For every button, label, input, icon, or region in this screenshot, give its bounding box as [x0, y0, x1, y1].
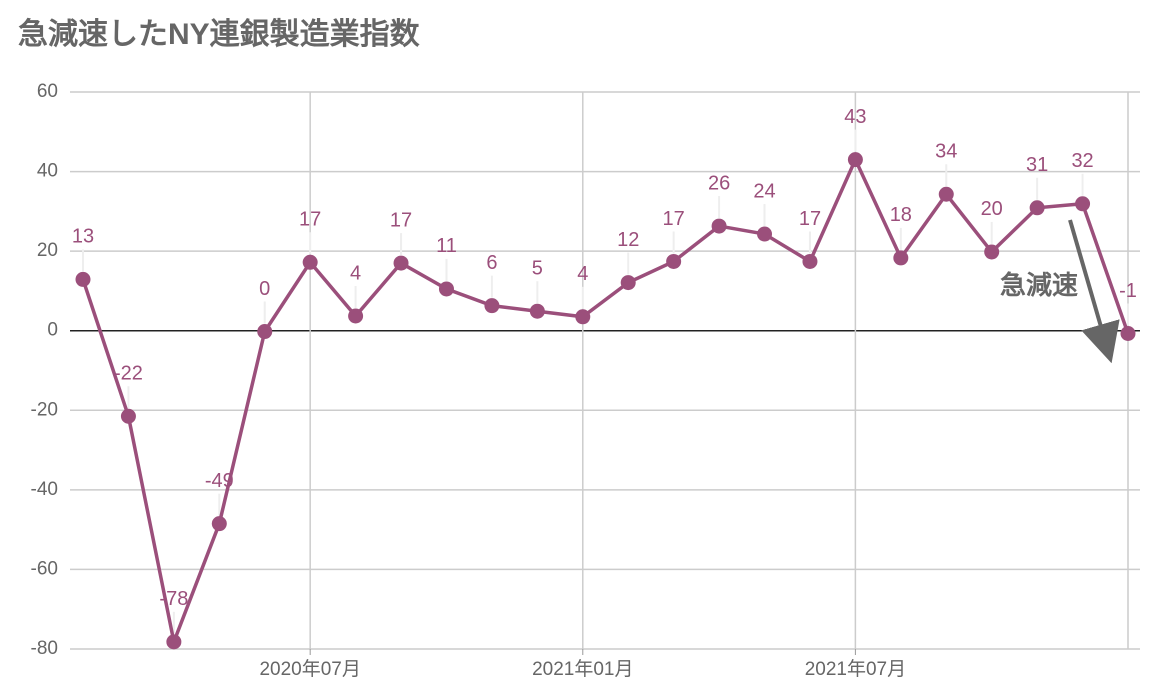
point	[484, 298, 500, 314]
y-tick-label: -60	[31, 558, 58, 579]
point	[893, 250, 909, 266]
x-tick-label: 2021年07月	[805, 658, 906, 680]
data-label: 43	[844, 106, 866, 128]
data-label: 34	[935, 141, 957, 163]
series-line	[81, 155, 1130, 649]
point	[75, 271, 91, 287]
point	[257, 324, 273, 340]
point	[757, 226, 773, 242]
point	[348, 308, 364, 324]
annotation: 急減速	[1000, 270, 1078, 300]
x-tick-label: 2020年07月	[259, 658, 360, 680]
point	[438, 281, 454, 297]
point	[211, 516, 227, 532]
data-label: 4	[350, 262, 361, 284]
y-tick-label: -40	[31, 479, 58, 500]
point	[1075, 196, 1091, 212]
point	[938, 186, 954, 202]
data-label: 13	[72, 226, 94, 248]
data-label: 20	[981, 198, 1003, 220]
annotation-arrow	[1068, 219, 1120, 364]
data-label: 31	[1026, 154, 1048, 176]
data-label: 18	[890, 204, 912, 226]
data-label: 6	[486, 252, 497, 274]
point	[166, 634, 182, 650]
data-label: 17	[299, 209, 321, 231]
data-label: 11	[436, 235, 457, 257]
data-label: -78	[159, 588, 188, 610]
y-tick-label: 60	[37, 81, 58, 102]
point	[120, 408, 136, 424]
point	[666, 253, 682, 269]
point	[802, 253, 818, 269]
point	[575, 309, 591, 325]
x-tick-label: 2021年01月	[532, 658, 633, 680]
data-label: 0	[259, 278, 270, 300]
data-label: 4	[577, 263, 588, 285]
point	[620, 275, 636, 291]
point	[984, 244, 1000, 260]
y-tick-label: 20	[37, 240, 58, 261]
y-tick-label: -20	[31, 399, 58, 420]
point	[1120, 325, 1136, 341]
data-label: 26	[708, 172, 730, 194]
data-label: -22	[114, 363, 143, 385]
data-label: 12	[617, 229, 639, 251]
data-label: 5	[532, 258, 543, 280]
data-label: 32	[1071, 150, 1093, 172]
y-tick-label: 0	[47, 320, 58, 341]
y-tick-label: 40	[37, 161, 58, 182]
data-label: 17	[799, 208, 821, 230]
point	[711, 218, 727, 234]
data-label: 17	[663, 208, 685, 230]
data-label: -1	[1119, 280, 1137, 302]
chart-title: 急減速したNY連銀製造業指数	[18, 18, 421, 51]
point	[1029, 200, 1045, 216]
point	[847, 152, 863, 168]
data-label: 24	[753, 180, 775, 202]
point	[393, 255, 409, 271]
data-label: -49	[205, 470, 234, 492]
y-tick-label: -80	[31, 638, 58, 659]
point	[529, 303, 545, 319]
data-label: 17	[390, 209, 412, 231]
point	[302, 254, 318, 270]
